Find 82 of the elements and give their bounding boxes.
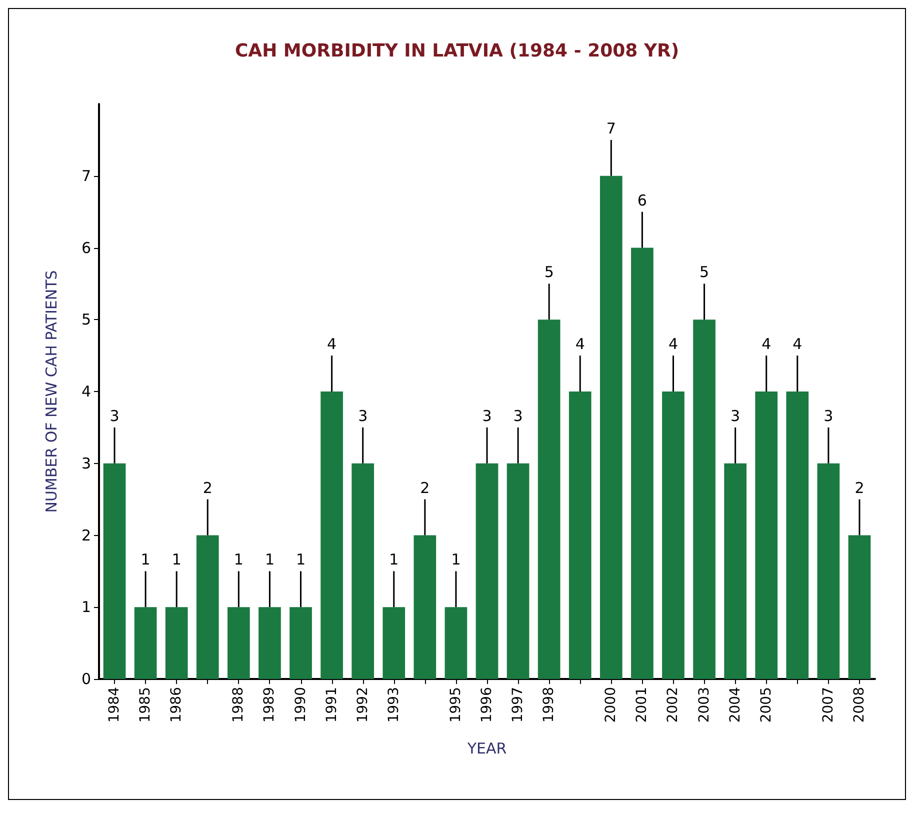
bar: [568, 392, 592, 679]
y-tick-label: 2: [81, 526, 91, 544]
data-label: 4: [327, 335, 337, 354]
x-tick-label: 2003: [696, 687, 712, 723]
bar: [506, 463, 530, 679]
bar: [258, 607, 281, 679]
x-tick-label: 1988: [230, 687, 247, 723]
x-tick-label: 2007: [820, 687, 836, 723]
data-label: 3: [824, 406, 834, 425]
bar: [352, 463, 374, 679]
y-tick-label: 1: [81, 598, 91, 616]
data-label: 3: [358, 406, 368, 425]
bar: [196, 535, 219, 679]
x-tick-label: 1985: [138, 687, 154, 723]
y-tick-label: 6: [81, 238, 91, 257]
bar: [290, 607, 312, 679]
y-tick-label: 5: [81, 310, 91, 329]
bar: [320, 392, 343, 679]
data-label: 1: [172, 550, 182, 569]
bar: [444, 607, 468, 679]
x-tick-label: 2002: [665, 687, 682, 723]
data-label: 7: [606, 119, 616, 138]
bar: [786, 392, 809, 679]
data-label: 4: [792, 335, 802, 354]
x-tick-label: 1990: [292, 687, 309, 723]
data-label: 3: [110, 406, 120, 425]
bar: [755, 392, 778, 679]
bar: [134, 607, 157, 679]
x-tick-label: 2000: [603, 687, 620, 723]
y-tick-label: 7: [81, 166, 91, 185]
data-label: 4: [668, 335, 678, 354]
bar: [228, 607, 250, 679]
x-tick-label: 1989: [262, 687, 278, 723]
x-axis-title: YEAR: [466, 740, 507, 758]
y-tick-label: 4: [81, 382, 91, 400]
data-label: 1: [264, 550, 274, 569]
data-label: 4: [762, 335, 772, 354]
x-tick-label: 1984: [106, 686, 123, 723]
data-label: 1: [389, 550, 399, 569]
bar: [600, 176, 622, 679]
bar: [724, 463, 746, 679]
data-label: 1: [234, 550, 244, 569]
data-label: 4: [575, 335, 585, 354]
data-label: 3: [482, 406, 492, 425]
x-tick-label: 2004: [727, 686, 744, 723]
data-label: 1: [140, 550, 150, 569]
x-tick-label: 1992: [354, 687, 371, 723]
y-tick-label: 0: [81, 670, 91, 688]
data-label: 2: [854, 478, 864, 497]
x-tick-label: 1998: [541, 687, 558, 723]
bar: [382, 607, 406, 679]
data-label: 3: [513, 406, 523, 425]
x-tick-label: 1996: [479, 686, 495, 723]
y-tick-label: 3: [81, 454, 91, 472]
data-label: 6: [637, 191, 647, 210]
data-label: 5: [544, 263, 554, 282]
bar: [538, 320, 560, 679]
bar: [414, 535, 436, 679]
data-label: 5: [700, 263, 710, 282]
bar: [662, 392, 684, 679]
x-tick-label: 1993: [386, 687, 402, 723]
bar: [848, 535, 871, 679]
x-tick-label: 1995: [448, 687, 464, 723]
x-tick-label: 1991: [324, 687, 340, 723]
bar: [631, 248, 654, 679]
x-tick-label: 2008: [851, 687, 868, 723]
data-label: 2: [420, 478, 430, 497]
x-tick-label: 2005: [758, 687, 774, 723]
bar: [817, 463, 840, 679]
data-label: 1: [451, 550, 461, 569]
x-tick-label: 1997: [510, 687, 526, 723]
chart-title: CAH MORBIDITY IN LATVIA (1984 - 2008 YR): [234, 40, 680, 62]
bar: [476, 463, 498, 679]
x-tick-label: 1986: [168, 686, 185, 723]
data-label: 3: [730, 406, 740, 425]
data-label: 1: [296, 550, 306, 569]
data-label: 2: [202, 478, 212, 497]
bar: [103, 463, 126, 679]
y-axis-title: NUMBER OF NEW CAH PATIENTS: [42, 270, 60, 513]
bar: [693, 320, 716, 679]
bar: [165, 607, 188, 679]
x-tick-label: 2001: [634, 687, 650, 723]
